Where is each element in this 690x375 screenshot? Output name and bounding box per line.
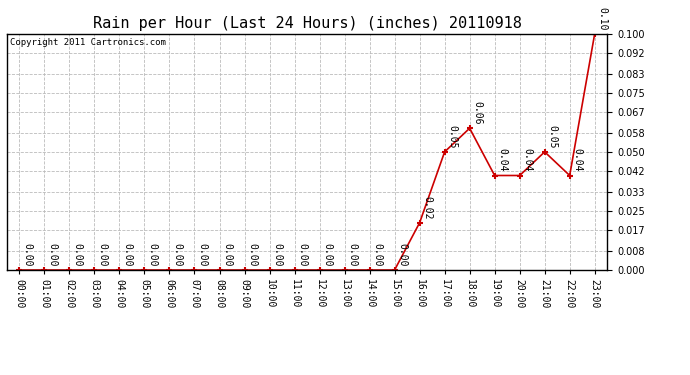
Text: 0.04: 0.04 bbox=[572, 148, 582, 172]
Title: Rain per Hour (Last 24 Hours) (inches) 20110918: Rain per Hour (Last 24 Hours) (inches) 2… bbox=[92, 16, 522, 31]
Text: 0.00: 0.00 bbox=[47, 243, 57, 267]
Text: 0.00: 0.00 bbox=[72, 243, 82, 267]
Text: 0.00: 0.00 bbox=[197, 243, 207, 267]
Text: 0.00: 0.00 bbox=[372, 243, 382, 267]
Text: 0.00: 0.00 bbox=[322, 243, 332, 267]
Text: 0.02: 0.02 bbox=[422, 196, 432, 219]
Text: 0.00: 0.00 bbox=[147, 243, 157, 267]
Text: 0.00: 0.00 bbox=[347, 243, 357, 267]
Text: 0.00: 0.00 bbox=[97, 243, 107, 267]
Text: 0.05: 0.05 bbox=[547, 125, 557, 148]
Text: 0.04: 0.04 bbox=[497, 148, 507, 172]
Text: 0.05: 0.05 bbox=[447, 125, 457, 148]
Text: 0.00: 0.00 bbox=[22, 243, 32, 267]
Text: 0.10: 0.10 bbox=[598, 7, 607, 30]
Text: 0.00: 0.00 bbox=[122, 243, 132, 267]
Text: 0.06: 0.06 bbox=[472, 101, 482, 125]
Text: 0.00: 0.00 bbox=[222, 243, 232, 267]
Text: 0.04: 0.04 bbox=[522, 148, 532, 172]
Text: 0.00: 0.00 bbox=[297, 243, 307, 267]
Text: 0.00: 0.00 bbox=[397, 243, 407, 267]
Text: Copyright 2011 Cartronics.com: Copyright 2011 Cartronics.com bbox=[10, 39, 166, 48]
Text: 0.00: 0.00 bbox=[247, 243, 257, 267]
Text: 0.00: 0.00 bbox=[172, 243, 182, 267]
Text: 0.00: 0.00 bbox=[272, 243, 282, 267]
